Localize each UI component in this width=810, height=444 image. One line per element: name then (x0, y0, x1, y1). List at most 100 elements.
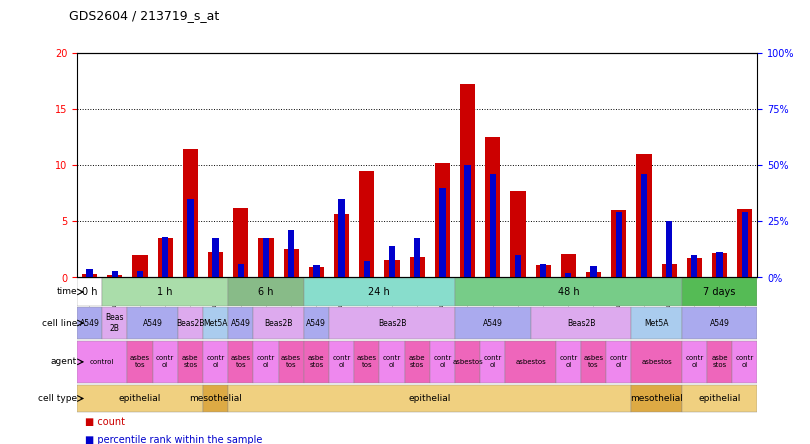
Text: asbes
tos: asbes tos (130, 355, 150, 369)
Text: 24 h: 24 h (369, 287, 390, 297)
Text: GDS2604 / 213719_s_at: GDS2604 / 213719_s_at (69, 9, 219, 22)
Bar (581, 341, 606, 383)
Bar (612, 210, 626, 278)
Bar (177, 307, 203, 339)
Bar (228, 278, 304, 306)
Bar (212, 238, 219, 278)
Bar (304, 278, 455, 306)
Bar (228, 307, 254, 339)
Text: ■ percentile rank within the sample: ■ percentile rank within the sample (85, 435, 262, 444)
Text: 1 h: 1 h (157, 287, 173, 297)
Text: epithelial: epithelial (408, 394, 451, 403)
Bar (364, 261, 370, 278)
Bar (687, 258, 702, 278)
Bar (540, 264, 546, 278)
Text: A549: A549 (483, 318, 503, 328)
Bar (505, 341, 556, 383)
Text: 6 h: 6 h (258, 287, 274, 297)
Bar (682, 385, 757, 412)
Bar (183, 149, 198, 278)
Bar (339, 199, 345, 278)
Text: Met5A: Met5A (644, 318, 669, 328)
Text: asbe
stos: asbe stos (182, 355, 198, 369)
Bar (606, 341, 631, 383)
Bar (682, 278, 757, 306)
Text: time: time (57, 287, 77, 297)
Bar (158, 238, 173, 278)
Text: A549: A549 (306, 318, 326, 328)
Text: contr
ol: contr ol (207, 355, 224, 369)
Text: Beas2B: Beas2B (567, 318, 595, 328)
Bar (389, 246, 395, 278)
Text: A549: A549 (143, 318, 163, 328)
Bar (127, 341, 152, 383)
Bar (77, 341, 127, 383)
Bar (631, 385, 682, 412)
Bar (152, 341, 177, 383)
Text: asbe
stos: asbe stos (711, 355, 728, 369)
Bar (262, 238, 269, 278)
Text: cell type: cell type (38, 394, 77, 403)
Bar (254, 307, 304, 339)
Bar (410, 258, 424, 278)
Bar (662, 264, 676, 278)
Text: A549: A549 (710, 318, 730, 328)
Text: Beas
2B: Beas 2B (105, 313, 124, 333)
Text: mesothelial: mesothelial (189, 394, 242, 403)
Text: cell line: cell line (41, 318, 77, 328)
Bar (455, 278, 682, 306)
Bar (590, 266, 597, 278)
Text: contr
ol: contr ol (433, 355, 451, 369)
Bar (77, 385, 203, 412)
Bar (137, 271, 143, 278)
Bar (631, 307, 682, 339)
Text: Beas2B: Beas2B (176, 318, 205, 328)
Bar (187, 199, 194, 278)
Bar (304, 341, 329, 383)
Bar (309, 267, 324, 278)
Bar (233, 208, 249, 278)
Bar (279, 341, 304, 383)
Bar (77, 278, 102, 306)
Bar (485, 137, 501, 278)
Bar (515, 255, 521, 278)
Text: asbes
tos: asbes tos (281, 355, 301, 369)
Bar (531, 307, 631, 339)
Bar (237, 264, 244, 278)
Text: contr
ol: contr ol (484, 355, 502, 369)
Text: agent: agent (51, 357, 77, 366)
Bar (641, 174, 647, 278)
Bar (379, 341, 404, 383)
Text: ■ count: ■ count (85, 417, 125, 428)
Bar (631, 341, 682, 383)
Text: Beas2B: Beas2B (264, 318, 292, 328)
Text: contr
ol: contr ol (559, 355, 578, 369)
Bar (586, 272, 601, 278)
Bar (304, 307, 329, 339)
Bar (313, 265, 319, 278)
Text: contr
ol: contr ol (383, 355, 401, 369)
Bar (107, 275, 122, 278)
Bar (354, 341, 379, 383)
Bar (510, 191, 526, 278)
Bar (737, 209, 752, 278)
Bar (258, 238, 274, 278)
Text: asbestos: asbestos (515, 359, 546, 365)
Bar (561, 254, 576, 278)
Text: asbes
tos: asbes tos (583, 355, 603, 369)
Bar (637, 154, 651, 278)
Text: 0 h: 0 h (82, 287, 97, 297)
Bar (742, 213, 748, 278)
Text: A549: A549 (79, 318, 100, 328)
Bar (430, 341, 455, 383)
Bar (82, 274, 97, 278)
Bar (203, 341, 228, 383)
Bar (464, 166, 471, 278)
Text: asbes
tos: asbes tos (231, 355, 251, 369)
Bar (460, 83, 475, 278)
Text: control: control (90, 359, 114, 365)
Bar (203, 307, 228, 339)
Bar (414, 238, 420, 278)
Bar (435, 163, 450, 278)
Bar (284, 250, 299, 278)
